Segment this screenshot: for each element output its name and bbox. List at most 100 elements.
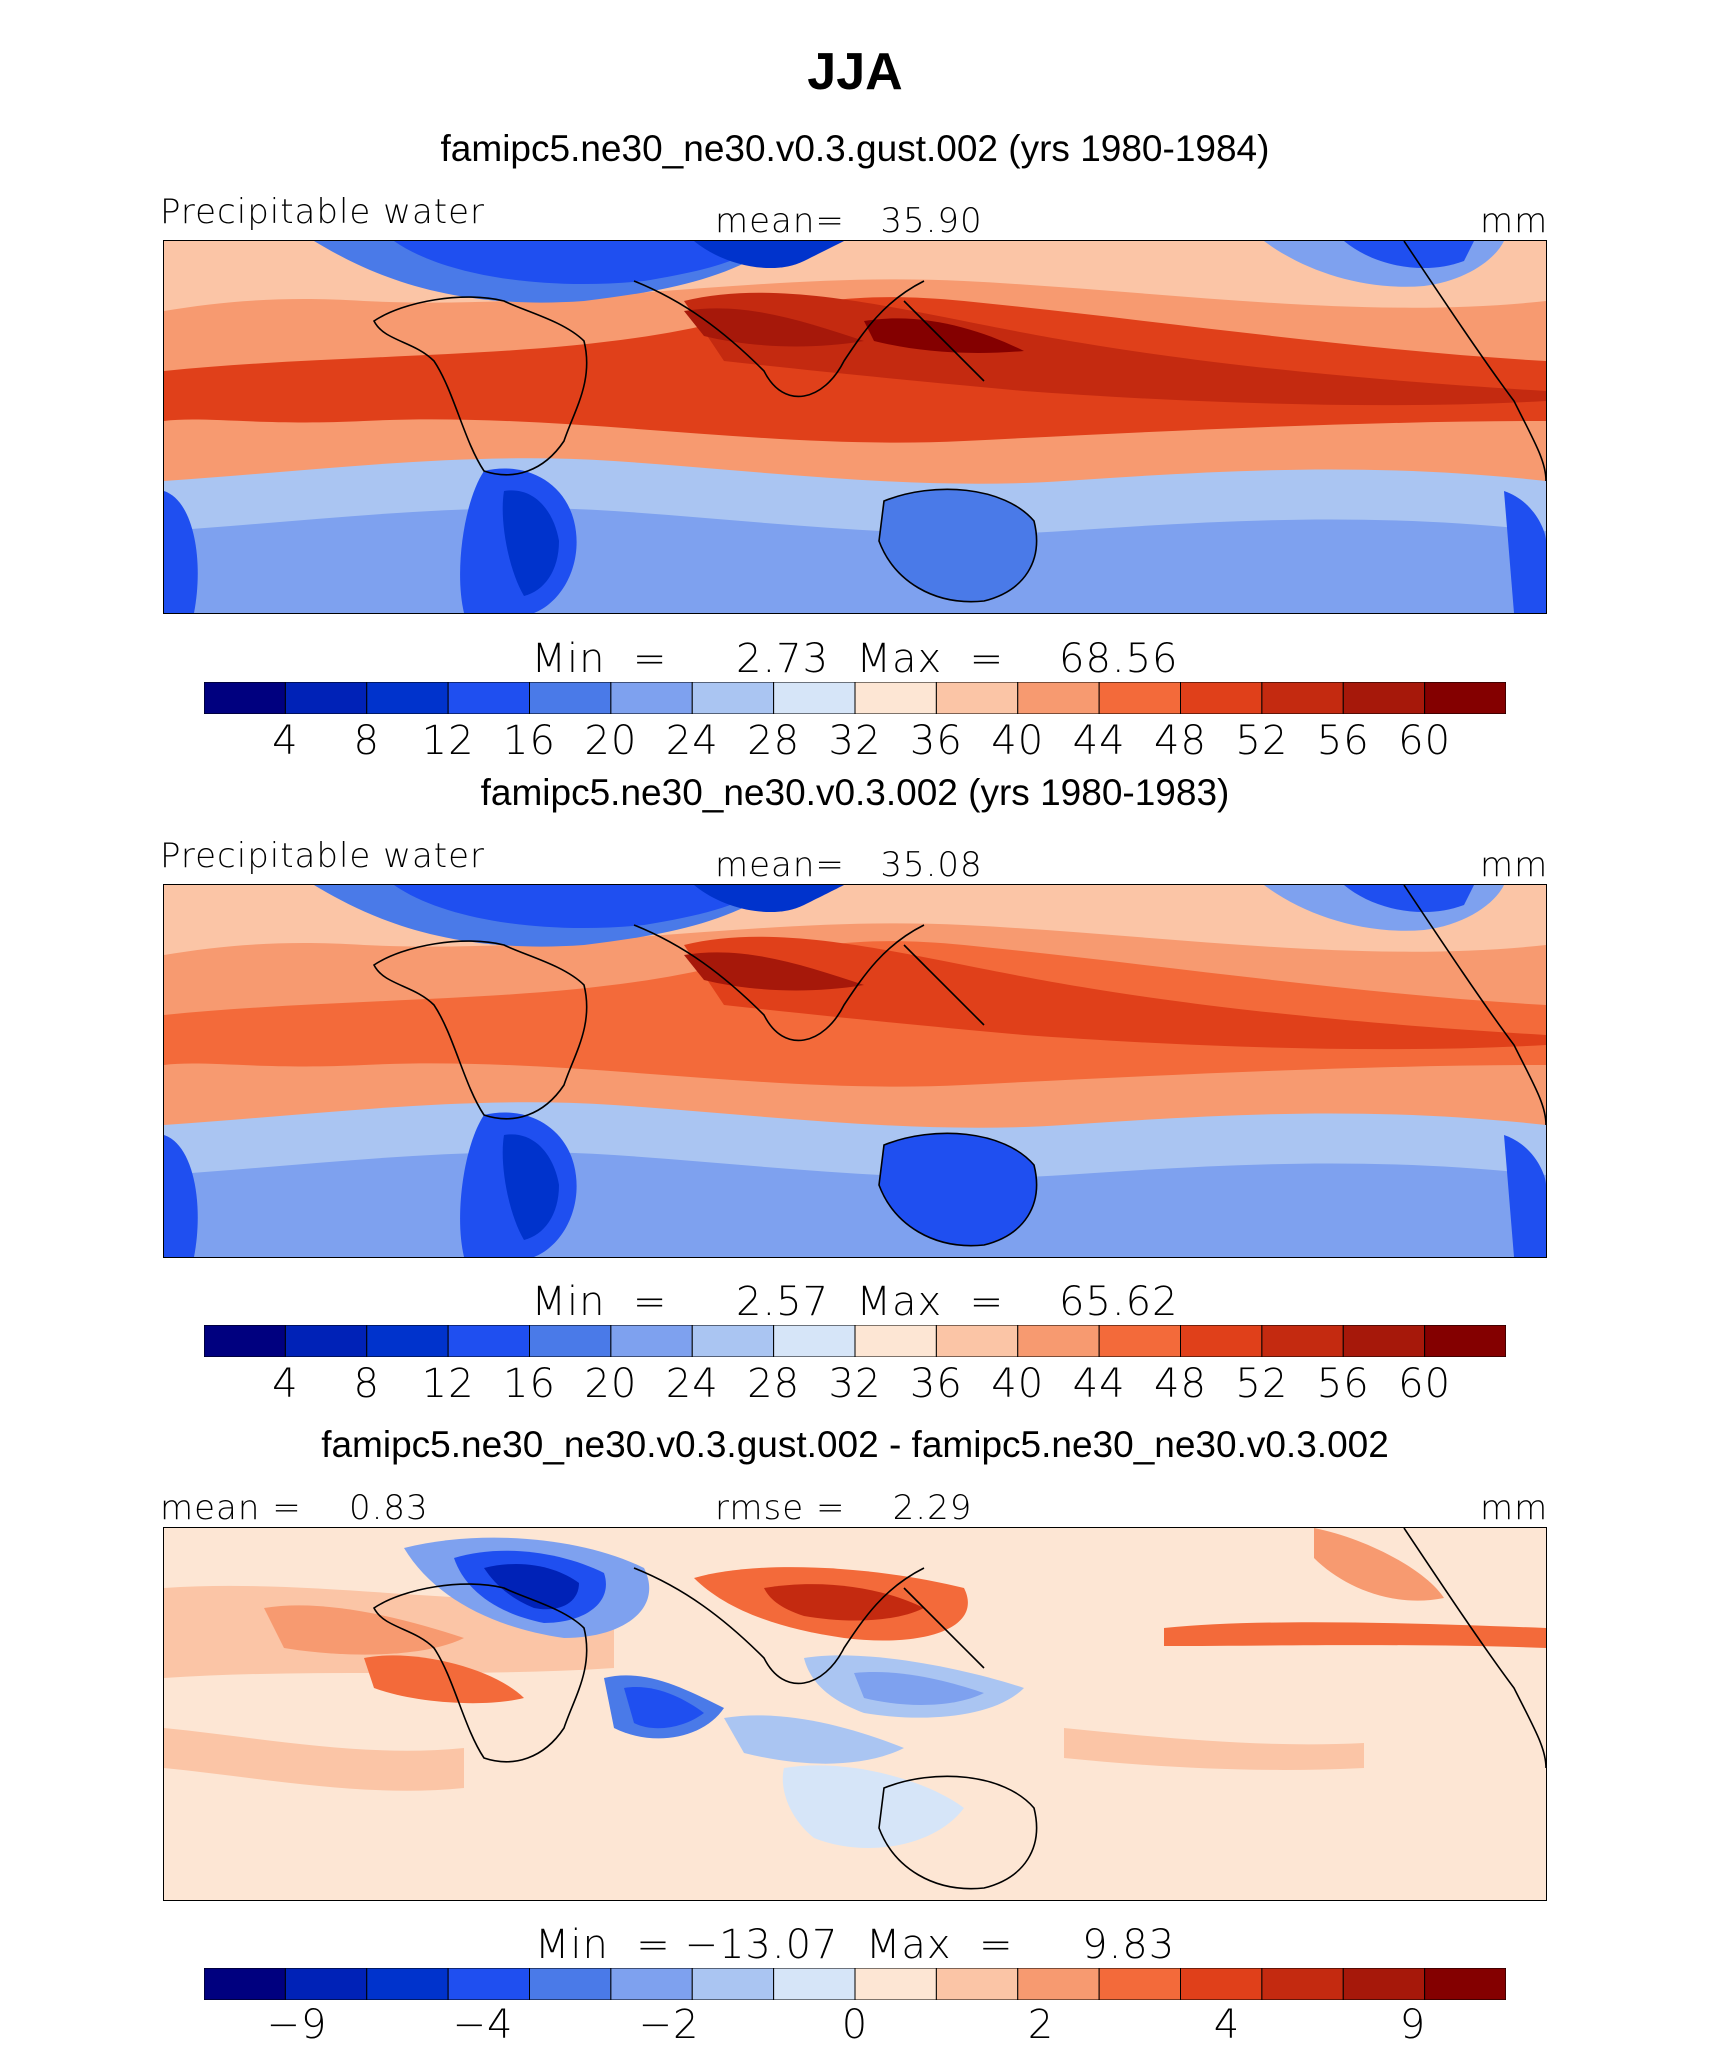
panel-1-mean-label: mean= 35.90 bbox=[715, 201, 983, 241]
colorbar-swatch bbox=[1342, 1968, 1426, 2000]
colorbar-swatch bbox=[447, 1325, 531, 1357]
colorbar-tick-label: 36 bbox=[909, 718, 963, 764]
panel-1-tick-labels: 4 8 12 16 20 24 28 32 36 40 44 48 52 56 60 bbox=[204, 718, 1506, 764]
panel-2-colorbar bbox=[204, 1325, 1506, 1357]
colorbar-swatch bbox=[691, 682, 775, 714]
colorbar-swatch bbox=[935, 1325, 1019, 1357]
colorbar-swatch bbox=[773, 1968, 856, 2000]
colorbar-swatch bbox=[1017, 682, 1100, 714]
colorbar-tick-label: 36 bbox=[909, 1361, 963, 1407]
colorbar-tick-label: 40 bbox=[991, 1361, 1045, 1407]
colorbar-swatch bbox=[610, 682, 693, 714]
colorbar-swatch bbox=[854, 682, 937, 714]
colorbar-tick-label: 0 bbox=[841, 2002, 869, 2048]
colorbar-tick-label: −9 bbox=[266, 2002, 328, 2048]
panel-3-mean-label: mean = 0.83 bbox=[160, 1488, 429, 1528]
colorbar-swatch bbox=[1261, 1325, 1344, 1357]
colorbar-tick-label: 4 bbox=[1213, 2002, 1241, 2048]
colorbar-tick-label: 44 bbox=[1072, 718, 1126, 764]
colorbar-tick-label: 12 bbox=[421, 1361, 475, 1407]
colorbar-swatch bbox=[1098, 1968, 1182, 2000]
colorbar-tick-label: 32 bbox=[828, 1361, 882, 1407]
colorbar-tick-label: 12 bbox=[421, 718, 475, 764]
panel-3-colorbar-swatches bbox=[204, 1968, 1506, 2000]
colorbar-tick-label: 16 bbox=[503, 718, 556, 764]
panel-3-tick-labels: −9 −4 −2 0 2 4 9 bbox=[204, 2002, 1506, 2048]
colorbar-swatch bbox=[284, 1968, 368, 2000]
colorbar-tick-label: 48 bbox=[1154, 1361, 1207, 1407]
colorbar-swatch bbox=[691, 1968, 775, 2000]
colorbar-tick-label: 8 bbox=[353, 1361, 380, 1407]
panel-2-units: mm bbox=[1480, 845, 1549, 885]
colorbar-swatch bbox=[529, 1325, 612, 1357]
panel-3-colorbar bbox=[204, 1968, 1506, 2000]
colorbar-swatch bbox=[1342, 1325, 1426, 1357]
colorbar-tick-label: 32 bbox=[828, 718, 882, 764]
colorbar-swatch bbox=[204, 1968, 286, 2000]
panel-2-map bbox=[163, 884, 1547, 1258]
colorbar-tick-label: 60 bbox=[1398, 1361, 1452, 1407]
colorbar-swatch bbox=[1098, 682, 1182, 714]
colorbar-swatch bbox=[1424, 682, 1506, 714]
colorbar-swatch bbox=[1261, 1968, 1344, 2000]
colorbar-swatch bbox=[447, 682, 531, 714]
colorbar-tick-label: −2 bbox=[638, 2002, 700, 2048]
panel-1-left-label: Precipitable water bbox=[160, 192, 486, 232]
colorbar-tick-label: 9 bbox=[1399, 2002, 1427, 2048]
colorbar-swatch bbox=[610, 1325, 693, 1357]
colorbar-tick-label: 4 bbox=[272, 718, 299, 764]
panel-1-minmax: Min = 2.73 Max = 68.56 bbox=[531, 636, 1179, 682]
colorbar-swatch bbox=[854, 1325, 937, 1357]
colorbar-tick-label: 24 bbox=[665, 718, 719, 764]
panel-3-case-title: famipc5.ne30_ne30.v0.3.gust.002 - famipc… bbox=[321, 1424, 1389, 1465]
panel-2-field bbox=[164, 885, 1546, 1257]
colorbar-swatch bbox=[1017, 1968, 1100, 2000]
colorbar-tick-label: 52 bbox=[1235, 1361, 1289, 1407]
panel-3-field bbox=[164, 1528, 1546, 1900]
colorbar-swatch bbox=[1098, 1325, 1182, 1357]
colorbar-tick-label: 44 bbox=[1072, 1361, 1126, 1407]
panel-3-units: mm bbox=[1480, 1488, 1549, 1528]
panel-1-case-title: famipc5.ne30_ne30.v0.3.gust.002 (yrs 198… bbox=[440, 128, 1270, 169]
colorbar-swatch bbox=[610, 1968, 693, 2000]
colorbar-swatch bbox=[529, 1968, 612, 2000]
panel-2-colorbar-swatches bbox=[204, 1325, 1506, 1357]
colorbar-tick-label: 56 bbox=[1316, 718, 1370, 764]
colorbar-tick-label: 28 bbox=[747, 1361, 801, 1407]
colorbar-swatch bbox=[1261, 682, 1344, 714]
colorbar-swatch bbox=[935, 682, 1019, 714]
colorbar-tick-label: 20 bbox=[584, 1361, 638, 1407]
colorbar-swatch bbox=[204, 682, 286, 714]
colorbar-swatch bbox=[284, 1325, 368, 1357]
colorbar-tick-label: 52 bbox=[1235, 718, 1289, 764]
colorbar-swatch bbox=[1342, 682, 1426, 714]
colorbar-swatch bbox=[935, 1968, 1019, 2000]
panel-2-tick-labels: 4 8 12 16 20 24 28 32 36 40 44 48 52 56 60 bbox=[204, 1361, 1506, 1407]
panel-1-field bbox=[164, 241, 1546, 613]
panel-3-rmse-label: rmse = 2.29 bbox=[715, 1488, 973, 1528]
colorbar-swatch bbox=[1180, 682, 1263, 714]
colorbar-tick-label: 28 bbox=[747, 718, 801, 764]
panel-2-case-title: famipc5.ne30_ne30.v0.3.002 (yrs 1980-198… bbox=[480, 772, 1230, 813]
colorbar-swatch bbox=[366, 1325, 449, 1357]
colorbar-tick-label: 8 bbox=[353, 718, 380, 764]
colorbar-tick-label: 60 bbox=[1398, 718, 1452, 764]
season-title: JJA bbox=[807, 43, 903, 101]
panel-2-mean-label: mean= 35.08 bbox=[715, 845, 983, 885]
colorbar-swatch bbox=[773, 1325, 856, 1357]
colorbar-tick-label: 16 bbox=[503, 1361, 556, 1407]
colorbar-tick-label: 2 bbox=[1027, 2002, 1055, 2048]
colorbar-swatch bbox=[1424, 1325, 1506, 1357]
panel-1-map bbox=[163, 240, 1547, 614]
colorbar-tick-label: 4 bbox=[272, 1361, 299, 1407]
panel-1-units: mm bbox=[1480, 201, 1549, 241]
colorbar-swatch bbox=[366, 1968, 449, 2000]
colorbar-swatch bbox=[854, 1968, 937, 2000]
panel-2-minmax: Min = 2.57 Max = 65.62 bbox=[531, 1279, 1179, 1325]
colorbar-swatch bbox=[691, 1325, 775, 1357]
colorbar-swatch bbox=[529, 682, 612, 714]
colorbar-swatch bbox=[1017, 1325, 1100, 1357]
colorbar-tick-label: 48 bbox=[1154, 718, 1207, 764]
colorbar-swatch bbox=[1424, 1968, 1506, 2000]
colorbar-swatch bbox=[204, 1325, 286, 1357]
